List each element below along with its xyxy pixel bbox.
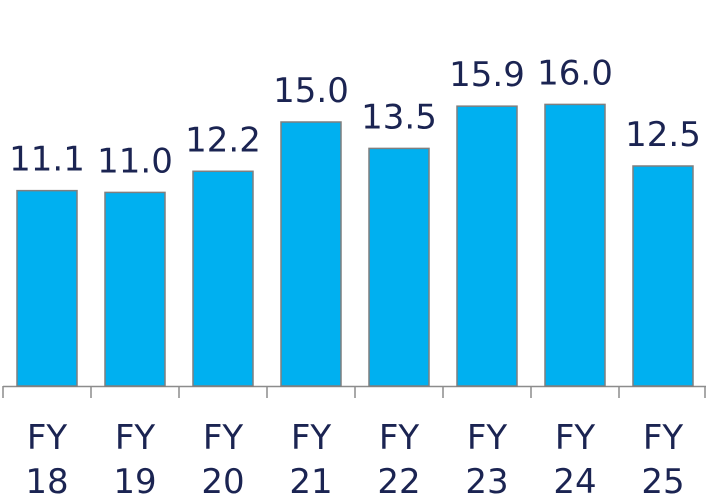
data-label: 15.9 [449, 55, 525, 95]
bar [368, 147, 430, 387]
data-label: 13.5 [361, 97, 437, 137]
x-tick-label: FY 23 [465, 418, 508, 496]
data-label: 11.0 [97, 141, 173, 181]
bar [280, 121, 342, 387]
x-tick-label: FY 20 [201, 418, 244, 496]
data-label: 12.2 [185, 120, 261, 160]
x-tick-label: FY 21 [289, 418, 332, 496]
bar [632, 165, 694, 387]
data-label: 11.1 [9, 140, 85, 180]
bar [544, 103, 606, 387]
x-tick-label: FY 18 [25, 418, 68, 496]
x-tick-label: FY 19 [113, 418, 156, 496]
x-tick-label: FY 25 [641, 418, 684, 496]
bar [456, 105, 518, 387]
bar [16, 189, 78, 387]
x-tick-label: FY 22 [377, 418, 420, 496]
x-tick-label: FY 24 [553, 418, 596, 496]
data-label: 16.0 [537, 53, 613, 93]
data-label: 15.0 [273, 71, 349, 111]
data-label: 12.5 [625, 115, 701, 155]
bar [192, 170, 254, 387]
bar [104, 191, 166, 387]
